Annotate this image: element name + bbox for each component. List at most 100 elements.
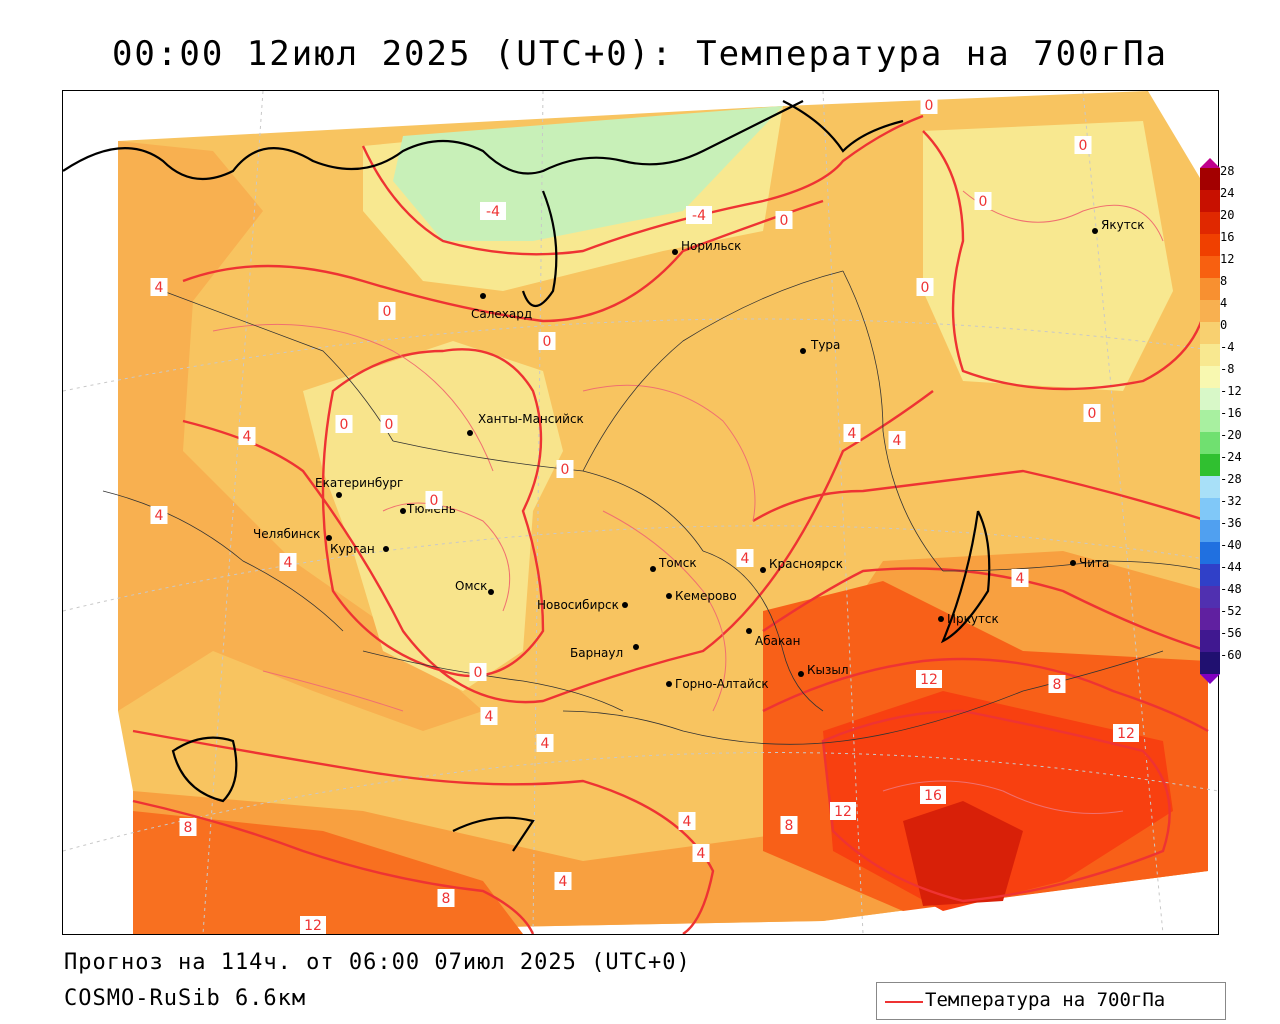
contour-label: 4 [485, 709, 494, 725]
city-marker [938, 616, 944, 622]
contour-label-box [469, 663, 487, 681]
city-label: Тура [810, 338, 840, 352]
contour-label-box [692, 844, 710, 862]
colorbar-ramp [1200, 158, 1220, 684]
contour-label-box [380, 415, 398, 433]
colorbar-tick-label: -36 [1220, 516, 1242, 530]
colorbar-tick-label: -4 [1220, 340, 1235, 354]
city-marker [1070, 560, 1076, 566]
colorbar-bottom-arrow [1200, 674, 1220, 684]
contour-label-box [1074, 136, 1092, 154]
contour-label-box [920, 96, 938, 114]
contour-label: 12 [304, 918, 322, 934]
colorbar-tick-label: -48 [1220, 582, 1242, 596]
city-label: Ханты-Мансийск [478, 412, 584, 426]
city-marker [1092, 228, 1098, 234]
city-label: Томск [658, 556, 697, 570]
city-marker [798, 671, 804, 677]
colorbar-swatch [1200, 256, 1220, 278]
admin-borders [102, 270, 1209, 745]
city-label: Иркутск [947, 612, 999, 626]
warm-zone-west [118, 141, 483, 731]
colorbar-swatch [1200, 630, 1220, 652]
contour-label: 4 [683, 814, 692, 830]
contour-label: 8 [442, 891, 451, 907]
temperature-contours [132, 114, 1210, 934]
city-marker [480, 293, 486, 299]
contour-label-box [888, 431, 906, 449]
colorbar-swatch [1200, 278, 1220, 300]
contour-label-box [1113, 724, 1139, 742]
colorbar-swatch [1200, 652, 1220, 674]
contour-label-box [150, 278, 168, 296]
contour-label: 4 [155, 508, 164, 524]
contour-label: 0 [780, 213, 789, 229]
colorbar-swatch [1200, 366, 1220, 388]
city-label: Курган [330, 542, 375, 556]
city-label: Чита [1079, 556, 1109, 570]
colorbar-tick-label: 28 [1220, 164, 1235, 178]
contour-label: 12 [834, 804, 852, 820]
city-marker [488, 589, 494, 595]
city-marker [666, 681, 672, 687]
contour-label-box [920, 786, 946, 804]
contour-label-box [1048, 675, 1066, 693]
colorbar-tick-label: 0 [1220, 318, 1228, 332]
colorbar-swatch [1200, 168, 1220, 190]
colorbar-tick-label: 20 [1220, 208, 1235, 222]
colorbar-tick-label: -52 [1220, 604, 1242, 618]
contour-label-box [279, 553, 297, 571]
contour-label: 4 [741, 551, 750, 567]
colorbar-tick-label: -20 [1220, 428, 1242, 442]
coastlines [63, 100, 991, 852]
contour-label: 12 [920, 672, 938, 688]
contour-label-box [1083, 404, 1101, 422]
city-marker [336, 492, 342, 498]
contour-label-box [536, 734, 554, 752]
contour-label: 0 [1088, 406, 1097, 422]
warm-zone-16 [823, 691, 1173, 911]
colorbar-swatch [1200, 344, 1220, 366]
contour-label: 0 [1079, 138, 1088, 154]
colorbar-swatch [1200, 322, 1220, 344]
city-label: Горно-Алтайск [675, 677, 769, 691]
contour-label-box [678, 812, 696, 830]
contour-label: 4 [243, 429, 252, 445]
contour-label: 4 [697, 846, 706, 862]
contour-label-box [480, 707, 498, 725]
warm-zone-20 [903, 801, 1023, 906]
contour-label: 4 [559, 874, 568, 890]
contour-label-box [556, 460, 574, 478]
map-panel[interactable]: Якутск Норильск Салехард Тура Ханты-Мансийск… [62, 90, 1219, 935]
city-label: Норильск [681, 239, 741, 253]
contour-label-box [378, 302, 396, 320]
colorbar-swatch [1200, 564, 1220, 586]
colorbar-swatch [1200, 498, 1220, 520]
city-label: Якутск [1101, 218, 1145, 232]
contour-label-box [916, 278, 934, 296]
contour-label-box [538, 332, 556, 350]
contour-label: 4 [893, 433, 902, 449]
city-label: Салехард [471, 307, 532, 321]
contour-label: 4 [848, 426, 857, 442]
contour-label: 0 [543, 334, 552, 350]
city-label: Екатеринбург [315, 476, 403, 490]
colorbar-swatch [1200, 190, 1220, 212]
model-info: COSMO-RuSib 6.6км [64, 986, 307, 1011]
colorbar-tick-label: 8 [1220, 274, 1228, 288]
city-marker [400, 508, 406, 514]
city-layer: Якутск Норильск Салехард Тура Ханты-Мансийск… [253, 218, 1145, 691]
contour-label: 0 [340, 417, 349, 433]
colorbar-swatch [1200, 608, 1220, 630]
colorbar-swatch [1200, 410, 1220, 432]
contour-label: 0 [474, 665, 483, 681]
contour-label: 0 [430, 493, 439, 509]
contour-label: 4 [284, 555, 293, 571]
city-marker [746, 628, 752, 634]
colorbar-tick-label: -28 [1220, 472, 1242, 486]
contour-label: 0 [383, 304, 392, 320]
contour-label-box [736, 549, 754, 567]
city-marker [622, 602, 628, 608]
contour-label-box [480, 202, 506, 220]
